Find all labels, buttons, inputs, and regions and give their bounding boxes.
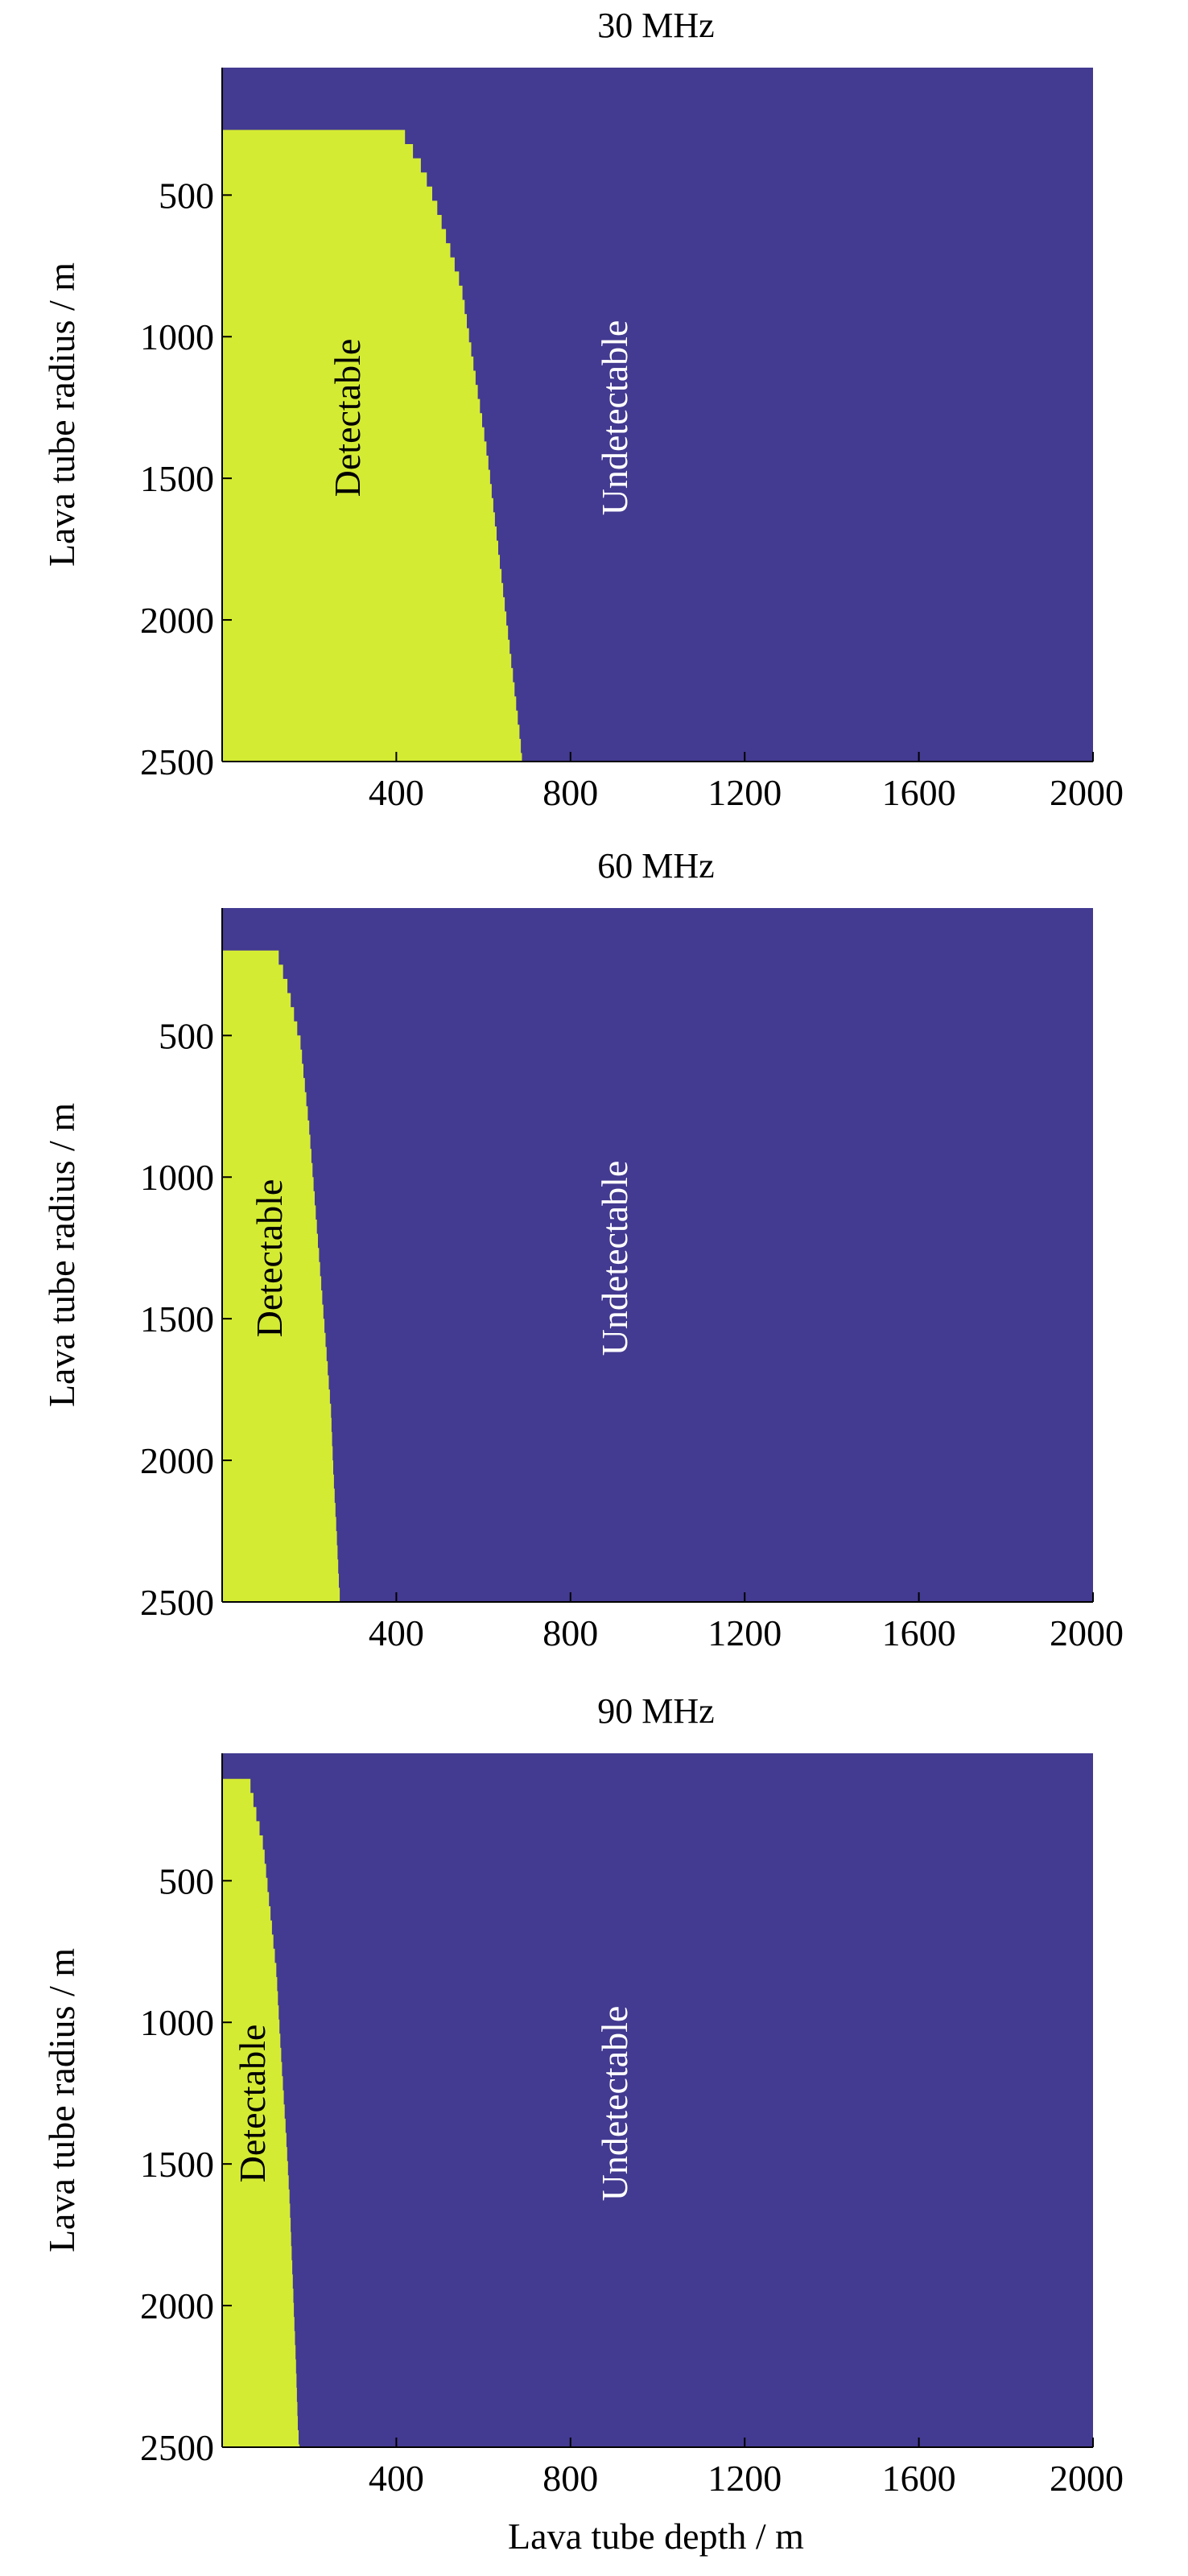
x-tick-label: 2000: [1050, 772, 1124, 813]
x-tick-label: 800: [542, 772, 598, 813]
x-tick-label: 1200: [707, 1612, 782, 1653]
region-label-detectable: Detectable: [327, 339, 368, 497]
chart-panel-2: 400 800 1200 1600 2000 500 1000 1500 2000 2500 60 …: [41, 846, 1124, 1653]
y-tick-label: 2000: [140, 1440, 214, 1481]
y-tick-label: 2500: [140, 2427, 214, 2468]
region-label-undetectable: Undetectable: [594, 2006, 635, 2202]
x-tick-label: 2000: [1050, 1612, 1124, 1653]
x-tick-label: 400: [369, 2458, 424, 2499]
y-tick-label: 2500: [140, 1582, 214, 1623]
y-tick-label: 1000: [140, 1157, 214, 1198]
y-tick-label: 500: [159, 1015, 214, 1056]
y-axis-label: Lava tube radius / m: [41, 1103, 82, 1407]
region-label-undetectable: Undetectable: [594, 1161, 635, 1356]
x-tick-label: 1600: [882, 2458, 956, 2499]
region-label-detectable: Detectable: [249, 1179, 290, 1338]
y-tick-label: 2000: [140, 2285, 214, 2326]
undetectable-region: [222, 1753, 1093, 2447]
x-tick-label: 2000: [1050, 2458, 1124, 2499]
x-tick-label: 800: [542, 2458, 598, 2499]
chart-title: 90 MHz: [597, 1691, 714, 1731]
x-axis-label: Lava tube depth / m: [508, 2516, 804, 2557]
y-tick-label: 2500: [140, 741, 214, 782]
chart-panel-3: 400 800 1200 1600 2000 500 1000 1500 2000 2500 90 …: [41, 1691, 1124, 2557]
region-label-undetectable: Undetectable: [594, 320, 635, 516]
chart-title: 60 MHz: [597, 846, 714, 886]
region-label-detectable: Detectable: [232, 2025, 273, 2183]
y-tick-label: 1000: [140, 316, 214, 357]
y-tick-label: 1500: [140, 1298, 214, 1340]
y-tick-label: 1500: [140, 2144, 214, 2185]
detectable-region: [222, 130, 522, 762]
chart-title: 30 MHz: [597, 6, 714, 45]
y-tick-label: 2000: [140, 600, 214, 641]
chart-panel-1: 400 800 1200 1600 2000 500 1000 1500 2000 2500 30 …: [41, 6, 1124, 813]
detectable-region: [222, 1778, 300, 2447]
y-tick-label: 1000: [140, 2002, 214, 2043]
x-tick-label: 800: [542, 1612, 598, 1653]
x-tick-label: 1600: [882, 772, 956, 813]
x-tick-label: 400: [369, 1612, 424, 1653]
x-tick-label: 1200: [707, 772, 782, 813]
y-tick-label: 500: [159, 1860, 214, 1901]
y-tick-label: 500: [159, 175, 214, 216]
y-axis-label: Lava tube radius / m: [41, 262, 82, 567]
detectable-region: [222, 950, 341, 1602]
x-tick-label: 1600: [882, 1612, 956, 1653]
y-axis-label: Lava tube radius / m: [41, 1948, 82, 2252]
x-tick-label: 1200: [707, 2458, 782, 2499]
y-tick-label: 1500: [140, 458, 214, 499]
undetectable-region: [222, 908, 1093, 1602]
x-tick-label: 400: [369, 772, 424, 813]
